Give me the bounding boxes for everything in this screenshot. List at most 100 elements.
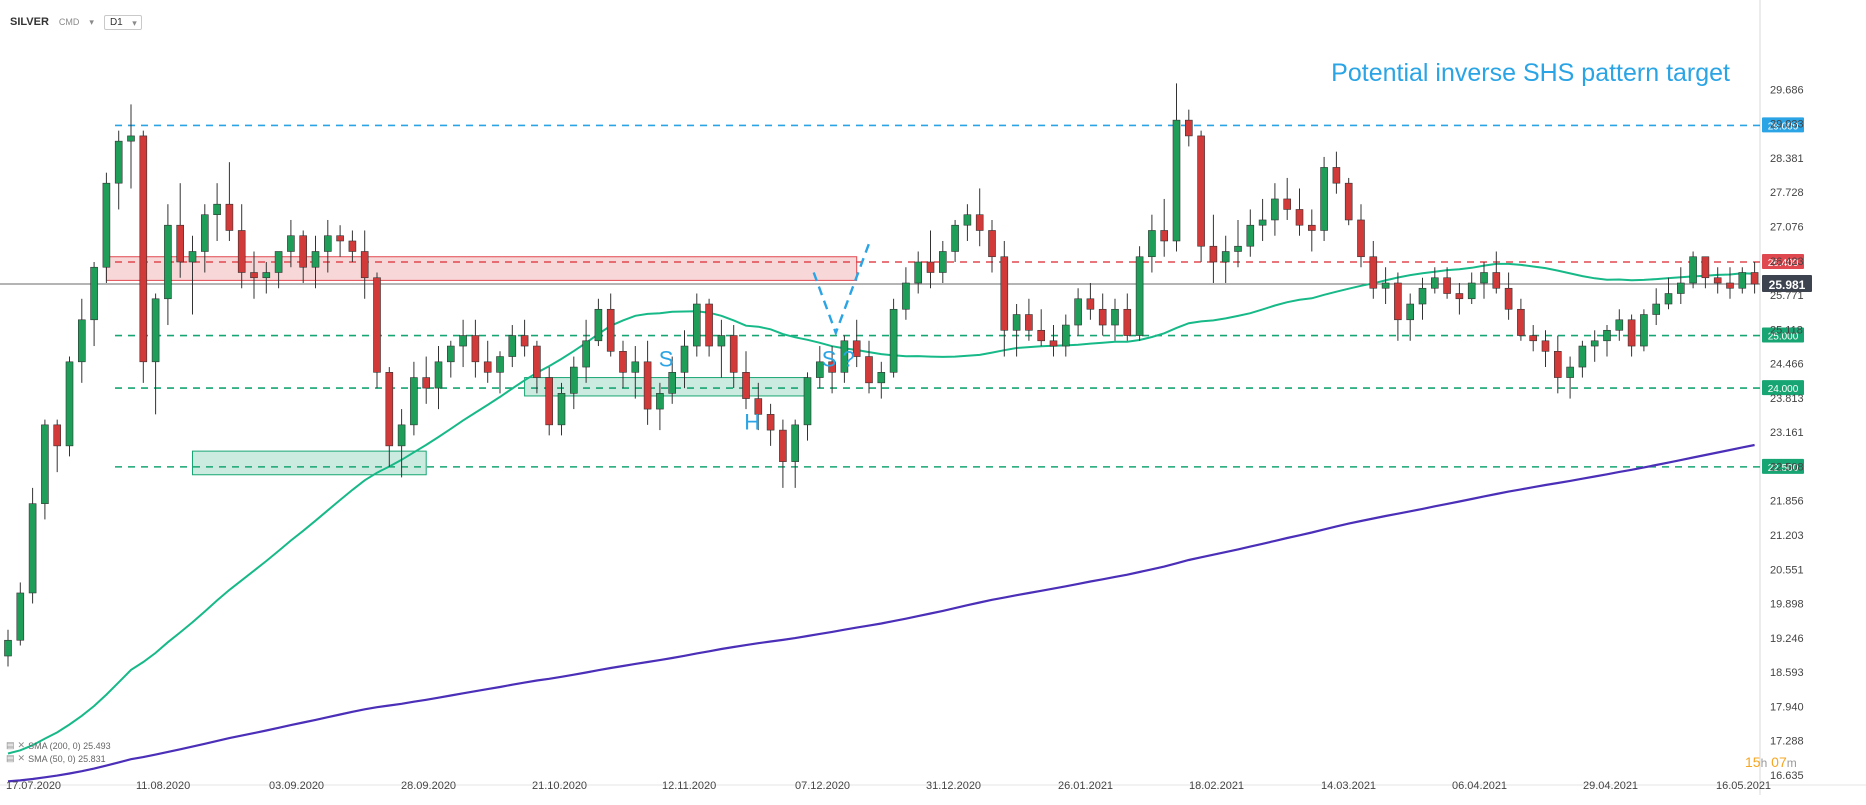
sma-50-line — [7, 262, 1755, 755]
candle-down — [422, 377, 431, 389]
candle-up — [1431, 277, 1439, 289]
timer-hours-unit: h — [1760, 756, 1768, 770]
chevron-down-icon: ▾ — [132, 17, 137, 28]
time-axis[interactable]: 17.07.2020 11.08.2020 03.09.2020 28.09.2020… — [6, 780, 1771, 792]
candle-up — [1221, 251, 1230, 263]
timer-minutes: 07 — [1771, 754, 1787, 770]
resistance-zone — [105, 256, 858, 281]
candle-down — [1209, 245, 1218, 263]
settings-icon[interactable]: ▤ — [6, 740, 15, 750]
candle-down — [1295, 209, 1304, 226]
candle-down — [975, 214, 984, 231]
candle-up — [4, 639, 12, 657]
level-badge — [1762, 380, 1804, 396]
candle-up — [680, 345, 689, 373]
timer-hours: 15 — [1745, 754, 1761, 770]
candle-down — [385, 372, 394, 447]
moving-averages — [7, 262, 1755, 783]
candle-down — [1541, 340, 1550, 352]
y-tick-label: 21.856 — [1770, 496, 1804, 508]
candle-down — [1443, 277, 1451, 294]
candle-up — [569, 366, 578, 394]
support-zone-22.5 — [192, 450, 427, 476]
candle-down — [471, 335, 480, 363]
candle-up — [446, 345, 455, 363]
candle-up — [791, 424, 800, 462]
candle-down — [336, 235, 344, 242]
candle-down — [1554, 351, 1562, 378]
y-tick-label: 25.118 — [1770, 324, 1803, 336]
candle-up — [1111, 308, 1119, 326]
candle-down — [360, 251, 369, 279]
candle-down — [1369, 256, 1378, 289]
candle-down — [1713, 277, 1722, 284]
candle-up — [668, 372, 677, 394]
candle-down — [1455, 293, 1464, 300]
candle-up — [90, 266, 98, 321]
level-badge — [1762, 327, 1804, 343]
candle-up — [963, 214, 972, 226]
x-tick-label: 26.01.2021 — [1058, 780, 1113, 792]
candle-up — [1603, 329, 1611, 342]
candle-down — [1701, 256, 1710, 279]
level-badge — [1762, 458, 1804, 474]
zones — [105, 256, 858, 476]
candle-up — [508, 335, 517, 357]
candle-down — [606, 308, 615, 352]
chevron-down-icon[interactable]: ▾ — [89, 16, 94, 27]
candle-down — [348, 240, 357, 252]
candle-up — [1467, 282, 1476, 300]
candle-up — [65, 361, 74, 447]
candle-down — [237, 230, 246, 273]
source-label: CMD — [58, 17, 80, 27]
y-tick-label: 27.728 — [1770, 187, 1804, 199]
symbol-label[interactable]: SILVER — [10, 16, 49, 28]
y-tick-label: 26.423 — [1770, 256, 1804, 268]
level-badge-label: 24.000 — [1768, 384, 1799, 395]
candle-down — [1517, 308, 1525, 336]
candle-down — [520, 335, 529, 347]
close-icon[interactable]: ✕ — [17, 753, 26, 763]
timeframe-select[interactable]: D1 ▾ — [103, 14, 142, 30]
candle-down — [926, 261, 935, 273]
candle-down — [865, 356, 873, 384]
level-badge — [1762, 117, 1804, 133]
candle-down — [1726, 282, 1734, 289]
y-tick-label: 20.551 — [1770, 564, 1804, 576]
candle-up — [1381, 282, 1390, 289]
candle-down — [754, 398, 763, 415]
timer-minutes-unit: m — [1786, 756, 1797, 770]
candle-up — [889, 308, 898, 373]
candle-up — [1640, 314, 1648, 347]
candle-up — [1590, 340, 1599, 347]
legend-sma-50: ▤ ✕ SMA (50, 0) 25.831 — [6, 753, 106, 764]
candle-down — [1357, 219, 1365, 258]
level-badge-label: 29.000 — [1768, 121, 1799, 132]
candle-up — [1578, 345, 1587, 368]
y-tick-label: 23.161 — [1770, 427, 1804, 439]
support-zone-24 — [524, 377, 808, 397]
candle-up — [1689, 256, 1697, 284]
candle-up — [557, 393, 566, 426]
candle-countdown: 15h 07m — [1745, 754, 1797, 770]
candle-up — [938, 251, 947, 273]
candle-up — [1677, 282, 1685, 294]
candle-up — [1074, 298, 1082, 326]
x-tick-label: 28.09.2020 — [401, 780, 456, 792]
x-tick-label: 16.05.2021 — [1716, 780, 1771, 792]
legend-sma-200-text: SMA (200, 0) 25.493 — [28, 740, 111, 751]
candle-up — [803, 377, 812, 426]
close-icon[interactable]: ✕ — [17, 740, 26, 750]
candle-down — [1529, 335, 1537, 342]
legend-sma-200: ▤ ✕ SMA (200, 0) 25.493 — [6, 740, 111, 751]
settings-icon[interactable]: ▤ — [6, 753, 15, 763]
chart-title: Potential inverse SHS pattern target — [1331, 59, 1730, 87]
y-tick-label: 29.033 — [1770, 119, 1804, 131]
x-tick-label: 29.04.2021 — [1583, 780, 1638, 792]
price-axis[interactable]: 29.686 29.033 28.381 27.728 27.076 26.423 25.7… — [1770, 84, 1804, 782]
candle-down — [729, 335, 738, 373]
candle-up — [78, 319, 86, 363]
y-tick-label: 27.076 — [1770, 221, 1804, 233]
candle-down — [1037, 329, 1045, 342]
